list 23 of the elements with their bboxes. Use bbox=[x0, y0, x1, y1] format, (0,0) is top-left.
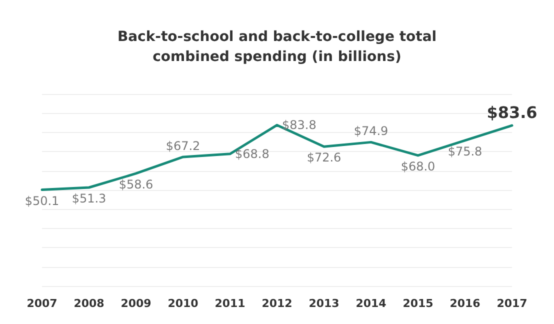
x-tick-label: 2016 bbox=[450, 297, 481, 310]
data-label: $68.0 bbox=[400, 159, 436, 174]
data-label: $58.6 bbox=[118, 177, 154, 192]
x-tick-label: 2014 bbox=[356, 297, 387, 310]
x-tick-label: 2009 bbox=[120, 297, 152, 310]
data-label: $50.1 bbox=[24, 194, 60, 208]
chart-title: Back-to-school and back-to-college total combined spending (in billions) bbox=[117, 29, 437, 65]
data-label: $67.2 bbox=[166, 138, 200, 153]
x-tick-label: 2010 bbox=[168, 297, 199, 310]
data-label: $75.8 bbox=[448, 144, 482, 158]
data-label: $74.9 bbox=[354, 124, 388, 138]
data-label: $83.8 bbox=[282, 118, 316, 132]
x-tick-label: 2008 bbox=[74, 297, 104, 310]
data-label: $83.6 bbox=[486, 102, 538, 122]
x-tick-label: 2015 bbox=[402, 297, 434, 310]
data-label: $51.3 bbox=[72, 192, 106, 206]
data-label: $72.6 bbox=[306, 150, 342, 165]
x-tick-label: 2017 bbox=[496, 297, 528, 310]
data-label: $68.8 bbox=[235, 146, 270, 161]
x-tick-label: 2007 bbox=[26, 297, 58, 310]
x-tick-label: 2012 bbox=[262, 297, 292, 310]
x-tick-label: 2011 bbox=[214, 297, 246, 310]
x-tick-label: 2013 bbox=[308, 297, 340, 310]
